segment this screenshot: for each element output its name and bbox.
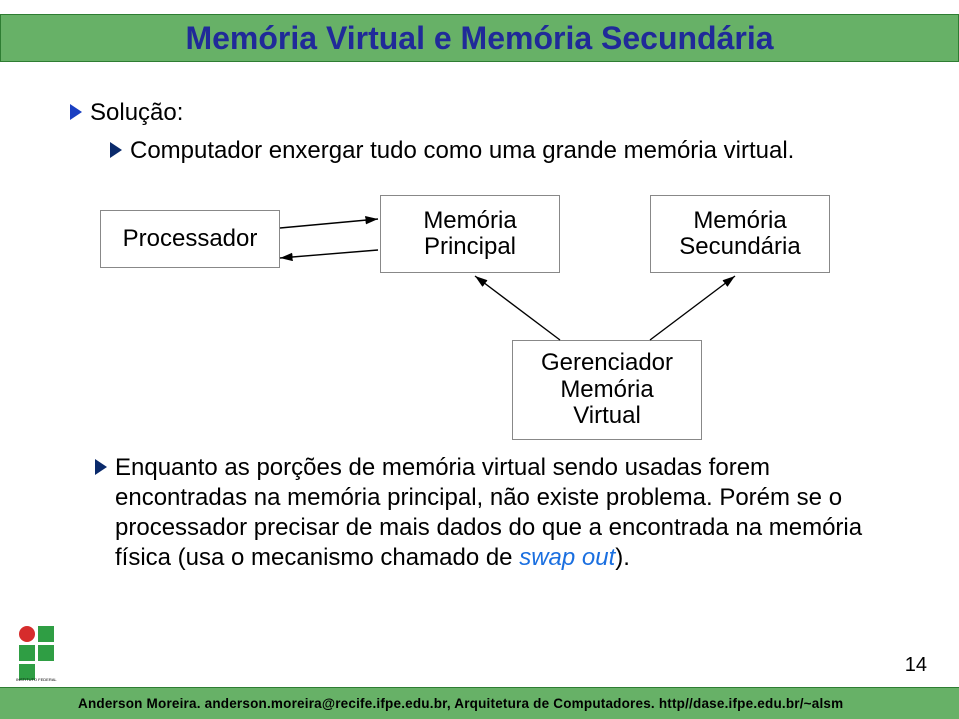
box-label: Memória Secundária [679,208,800,261]
footer-text: Anderson Moreira. anderson.moreira@recif… [78,696,843,711]
box-processador: Processador [100,210,280,268]
bullet-text: Solução: [90,98,183,128]
triangle-bullet-icon [70,104,82,120]
box-label-line: Virtual [541,403,673,429]
box-label-line: Secundária [679,234,800,260]
swap-term: swap out [519,544,615,571]
box-label: Memória Principal [423,208,516,261]
bullet-level1: Solução: [70,98,889,128]
box-label-line: Memória [679,208,800,234]
bullet-text: Computador enxergar tudo como uma grande… [130,136,794,166]
body-paragraph: Enquanto as porções de memória virtual s… [95,445,884,573]
box-label-line: Memória [541,377,673,403]
institution-logo: INSTITUTO FEDERAL [16,623,70,683]
box-label: Processador [123,226,258,252]
title-band: Memória Virtual e Memória Secundária [0,14,959,62]
content-area: Solução: Computador enxergar tudo como u… [70,90,889,166]
body-text-prefix: Enquanto as porções de memória virtual s… [115,454,862,571]
body-text: Enquanto as porções de memória virtual s… [115,453,884,573]
slide-title: Memória Virtual e Memória Secundária [185,20,773,57]
slide-page: Memória Virtual e Memória Secundária Sol… [0,0,959,719]
svg-text:INSTITUTO FEDERAL: INSTITUTO FEDERAL [16,677,57,682]
box-memoria-principal: Memória Principal [380,195,560,273]
box-label-line: Principal [423,234,516,260]
box-label: Gerenciador Memória Virtual [541,350,673,429]
box-label-line: Gerenciador [541,350,673,376]
box-memoria-secundaria: Memória Secundária [650,195,830,273]
triangle-bullet-icon [95,459,107,475]
body-text-suffix: ). [615,544,630,571]
triangle-bullet-icon [110,142,122,158]
footer: Anderson Moreira. anderson.moreira@recif… [0,687,959,719]
page-number: 14 [905,654,927,677]
bullet-level2: Enquanto as porções de memória virtual s… [95,453,884,573]
box-label-line: Memória [423,208,516,234]
bullet-level2: Computador enxergar tudo como uma grande… [110,136,889,166]
box-gerenciador-vm: Gerenciador Memória Virtual [512,340,702,440]
